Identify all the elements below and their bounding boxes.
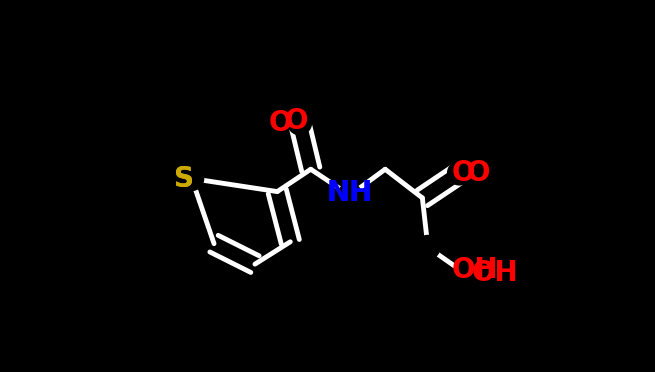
- Text: O: O: [284, 107, 308, 135]
- Text: NH: NH: [327, 179, 373, 208]
- Text: OH: OH: [472, 259, 519, 288]
- Circle shape: [453, 262, 477, 285]
- Circle shape: [338, 183, 362, 207]
- Text: O: O: [466, 159, 490, 187]
- Circle shape: [288, 111, 312, 135]
- Text: S: S: [174, 164, 193, 193]
- Circle shape: [447, 161, 472, 185]
- Circle shape: [416, 235, 440, 259]
- Circle shape: [180, 167, 204, 190]
- Text: NH: NH: [327, 179, 373, 208]
- Text: OH: OH: [451, 256, 498, 284]
- Text: S: S: [174, 164, 193, 193]
- Text: O: O: [451, 159, 475, 187]
- Text: O: O: [269, 109, 292, 137]
